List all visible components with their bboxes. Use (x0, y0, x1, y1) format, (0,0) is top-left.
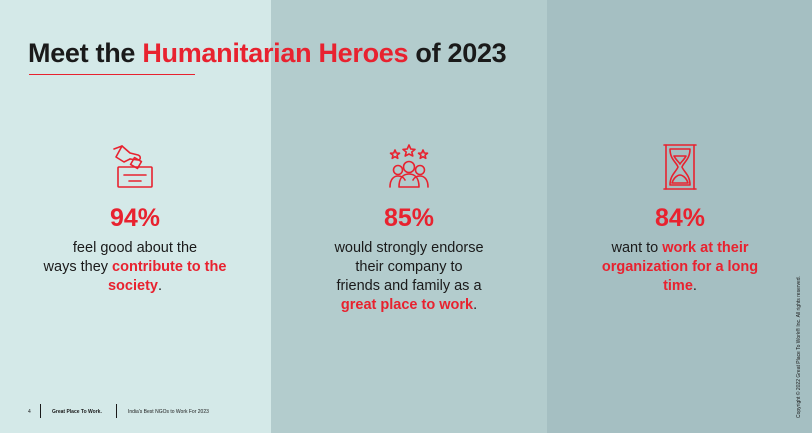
page-title: Meet the Humanitarian Heroes of 2023 (28, 38, 507, 68)
team-stars-icon (389, 144, 429, 188)
stat-description-2: would strongly endorse their company to … (334, 240, 484, 313)
stat-percent-2: 85% (383, 204, 435, 232)
panel-left (0, 0, 271, 433)
hourglass-icon (663, 144, 697, 190)
stat-percent-1: 94% (109, 204, 161, 232)
stat-card-3: 84% want to work at their organization f… (560, 143, 800, 296)
stat-description-1: feel good about the ways they contribute… (43, 240, 227, 294)
stat-description-3: want to work at their organization for a… (601, 240, 759, 294)
stat-percent-3: 84% (654, 204, 706, 232)
page-number: 4 (28, 409, 31, 415)
footer-brand: Great Place To Work. (52, 409, 102, 415)
title-underline (29, 74, 195, 75)
stat-card-2: 85% would strongly endorse their company… (289, 143, 529, 315)
stat-card-1: 94% feel good about the ways they contri… (15, 143, 255, 296)
footer-separator (116, 404, 117, 418)
copyright-notice: Copyright © 2022 Great Place To Work® In… (796, 276, 802, 418)
footer-separator (40, 404, 41, 418)
donation-box-icon (113, 145, 153, 188)
title-highlight: Humanitarian Heroes (142, 38, 409, 68)
panel-middle (271, 0, 547, 433)
footer-report: India's Best NGOs to Work For 2023 (128, 409, 209, 415)
panel-right (547, 0, 812, 433)
